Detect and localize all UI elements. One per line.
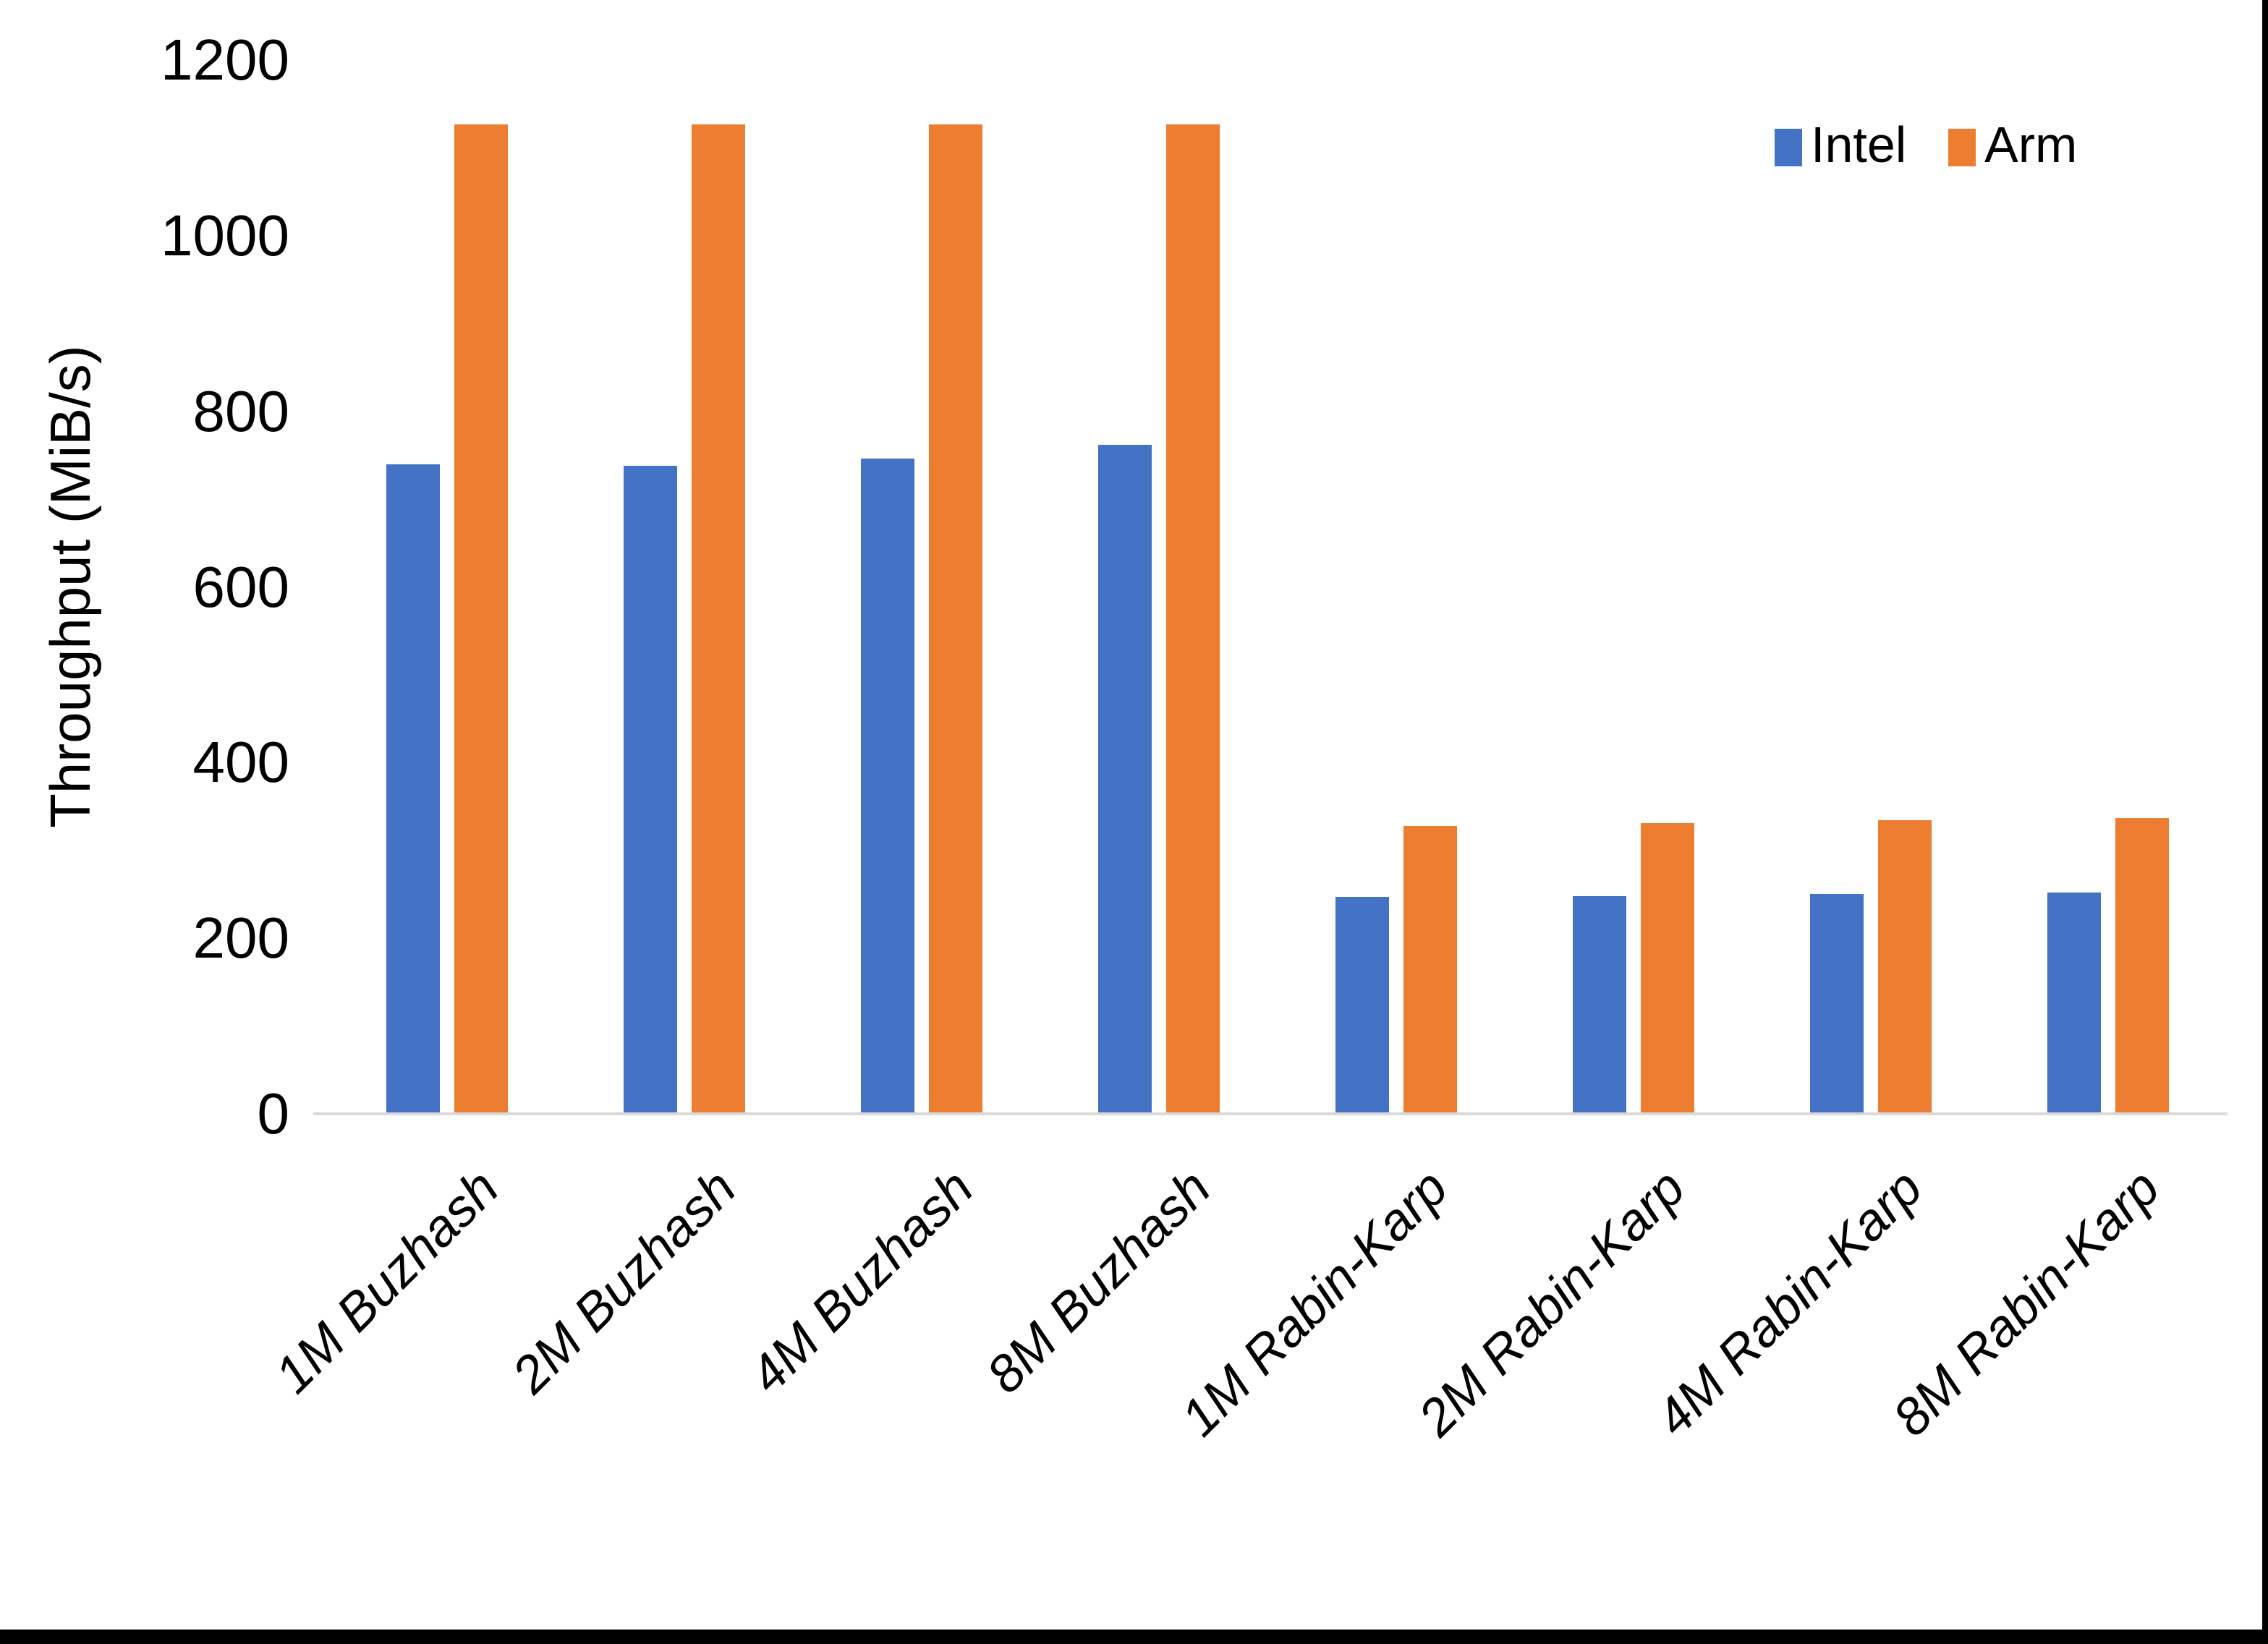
y-tick-label-1200: 1200	[161, 27, 289, 92]
bar-arm-4m-buzhash	[929, 124, 982, 1114]
y-tick-label-1000: 1000	[161, 203, 289, 268]
y-tick-label-0: 0	[257, 1081, 290, 1146]
bar-intel-8m-rabin-karp	[2047, 893, 2101, 1114]
bar-intel-4m-rabin-karp	[1810, 894, 1864, 1114]
bar-arm-4m-rabin-karp	[1878, 820, 1932, 1114]
bar-intel-1m-buzhash	[386, 464, 440, 1114]
bar-arm-2m-buzhash	[692, 124, 745, 1114]
bar-intel-8m-buzhash	[1098, 445, 1152, 1114]
bottom-border	[0, 1630, 2268, 1644]
y-tick-label-400: 400	[192, 730, 289, 795]
bar-arm-1m-rabin-karp	[1403, 826, 1457, 1114]
bar-arm-8m-buzhash	[1166, 124, 1220, 1114]
bar-arm-8m-rabin-karp	[2115, 818, 2169, 1114]
bar-intel-1m-rabin-karp	[1335, 897, 1389, 1114]
x-axis-line	[313, 1112, 2227, 1115]
bar-intel-2m-buzhash	[624, 466, 677, 1114]
legend-swatch-arm-icon	[1948, 129, 1976, 166]
x-category-label-1m-buzhash: 1M Buzhash	[264, 1159, 510, 1405]
legend-label-intel: Intel	[1811, 116, 1907, 173]
legend-label-arm: Arm	[1984, 116, 2078, 173]
y-axis-title: Throughput (MiB/s)	[38, 345, 102, 828]
y-tick-label-800: 800	[192, 378, 289, 443]
y-tick-label-200: 200	[192, 906, 289, 971]
bar-arm-1m-buzhash	[454, 124, 508, 1114]
bar-intel-2m-rabin-karp	[1573, 896, 1626, 1114]
bar-arm-2m-rabin-karp	[1641, 823, 1694, 1114]
bar-intel-4m-buzhash	[861, 459, 914, 1114]
legend-swatch-intel-icon	[1775, 129, 1802, 166]
right-border	[2262, 0, 2268, 1644]
y-tick-label-600: 600	[192, 554, 289, 619]
